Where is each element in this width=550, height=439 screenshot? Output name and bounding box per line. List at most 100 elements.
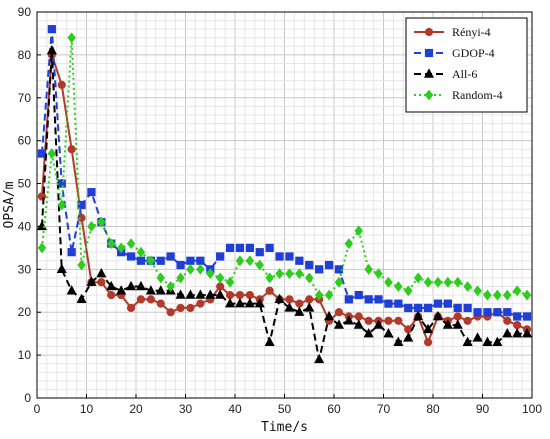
data-point	[502, 328, 513, 338]
y-tick-label: 0	[24, 391, 31, 405]
data-point	[503, 289, 512, 301]
data-point	[522, 289, 532, 301]
data-point	[334, 308, 344, 317]
data-point	[314, 289, 324, 301]
data-point	[512, 285, 522, 297]
data-point	[413, 272, 423, 284]
y-axis-label: OPSA/m	[2, 181, 17, 228]
data-point	[493, 289, 502, 301]
data-point	[126, 303, 136, 313]
data-point	[344, 238, 354, 250]
legend-label: All-6	[452, 67, 477, 81]
data-point	[423, 276, 433, 288]
data-point	[166, 281, 175, 292]
data-point	[97, 278, 106, 287]
data-point	[442, 319, 453, 329]
data-point	[384, 276, 393, 288]
data-point	[433, 276, 443, 288]
data-point	[432, 310, 443, 321]
data-point	[245, 243, 254, 252]
data-point	[196, 263, 205, 275]
data-point	[67, 32, 76, 44]
data-point	[126, 238, 136, 250]
data-point	[156, 256, 165, 265]
data-point	[324, 289, 334, 301]
legend-marker	[424, 27, 434, 37]
data-point	[295, 268, 304, 280]
data-point	[67, 248, 76, 257]
data-point	[97, 216, 106, 228]
data-point	[245, 290, 254, 300]
series-group	[36, 25, 533, 364]
data-point	[275, 252, 284, 261]
data-point	[354, 225, 363, 237]
data-point	[394, 281, 403, 292]
legend-marker	[423, 68, 435, 78]
data-point	[305, 260, 314, 270]
data-point	[156, 272, 165, 284]
data-point	[324, 310, 335, 321]
data-point	[374, 268, 383, 280]
x-tick-label: 90	[476, 402, 490, 416]
data-point	[87, 221, 96, 232]
data-point	[245, 255, 255, 267]
data-point	[77, 200, 86, 210]
series-3	[37, 32, 532, 301]
data-point	[512, 328, 523, 338]
data-point	[116, 285, 127, 295]
x-tick-label: 100	[522, 402, 542, 416]
y-tick-label: 80	[18, 48, 32, 62]
data-point	[265, 272, 274, 284]
data-point	[354, 312, 363, 321]
data-point	[107, 290, 116, 300]
x-tick-label: 60	[327, 402, 341, 416]
data-point	[67, 145, 76, 154]
data-point	[363, 328, 374, 338]
data-point	[96, 267, 107, 278]
x-tick-label: 10	[80, 402, 94, 416]
data-point	[196, 256, 205, 265]
x-tick-label: 50	[278, 402, 292, 416]
data-point	[56, 263, 67, 274]
data-point	[244, 297, 255, 308]
data-point	[145, 285, 156, 295]
data-point	[136, 256, 146, 265]
data-point	[403, 332, 414, 342]
data-point	[186, 256, 195, 265]
data-point	[443, 276, 453, 288]
data-point	[364, 295, 373, 304]
data-point	[215, 289, 226, 299]
data-point	[215, 272, 225, 284]
x-tick-label: 20	[129, 402, 143, 416]
data-point	[383, 328, 394, 338]
data-point	[136, 246, 146, 258]
data-point	[225, 276, 235, 288]
data-point	[343, 315, 354, 325]
legend-marker	[424, 48, 434, 58]
data-point	[175, 289, 186, 299]
y-tick-label: 90	[18, 5, 32, 19]
x-tick-label: 70	[377, 402, 391, 416]
data-point	[373, 319, 384, 329]
x-tick-label: 30	[179, 402, 193, 416]
data-point	[46, 44, 57, 55]
data-point	[295, 256, 304, 265]
data-point	[393, 336, 404, 346]
data-point	[354, 290, 363, 300]
series-2	[36, 44, 533, 364]
data-point	[353, 319, 364, 329]
data-point	[492, 336, 503, 346]
data-point	[294, 306, 305, 316]
data-point	[225, 290, 235, 300]
x-tick-label: 40	[228, 402, 242, 416]
data-point	[47, 25, 56, 34]
legend-marker	[424, 89, 434, 101]
data-point	[364, 263, 373, 275]
data-point	[453, 312, 462, 321]
data-point	[522, 328, 533, 338]
data-point	[176, 260, 185, 270]
data-point	[462, 336, 473, 346]
x-tick-label: 0	[34, 402, 41, 416]
data-point	[235, 243, 245, 252]
